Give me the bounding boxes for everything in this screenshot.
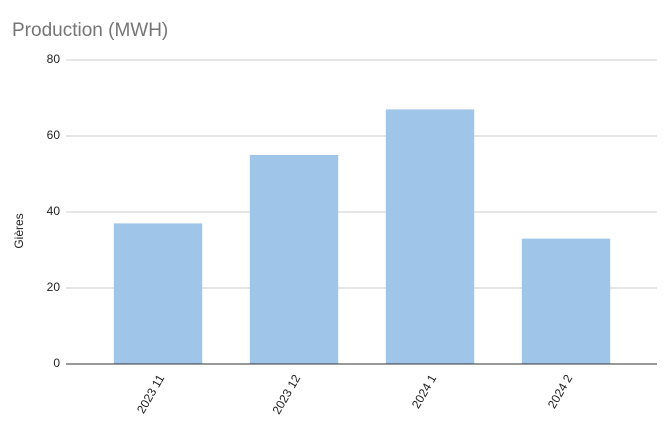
bar (385, 109, 475, 365)
x-tick-label: 2023 11 (134, 372, 168, 416)
y-tick-label: 20 (47, 280, 61, 294)
y-axis-label: Gières (12, 213, 26, 248)
x-tick-label: 2023 12 (270, 372, 304, 417)
x-tick-label: 2024 1 (409, 372, 440, 411)
y-tick-label: 40 (47, 204, 61, 218)
y-tick-label: 0 (53, 356, 60, 370)
bar (521, 238, 611, 364)
x-tick-label: 2024 2 (545, 372, 576, 411)
chart-title: Production (MWH) (12, 20, 168, 41)
bar (249, 155, 339, 364)
y-tick-label: 80 (47, 52, 61, 66)
y-tick-label: 60 (47, 128, 61, 142)
bar (113, 223, 203, 364)
